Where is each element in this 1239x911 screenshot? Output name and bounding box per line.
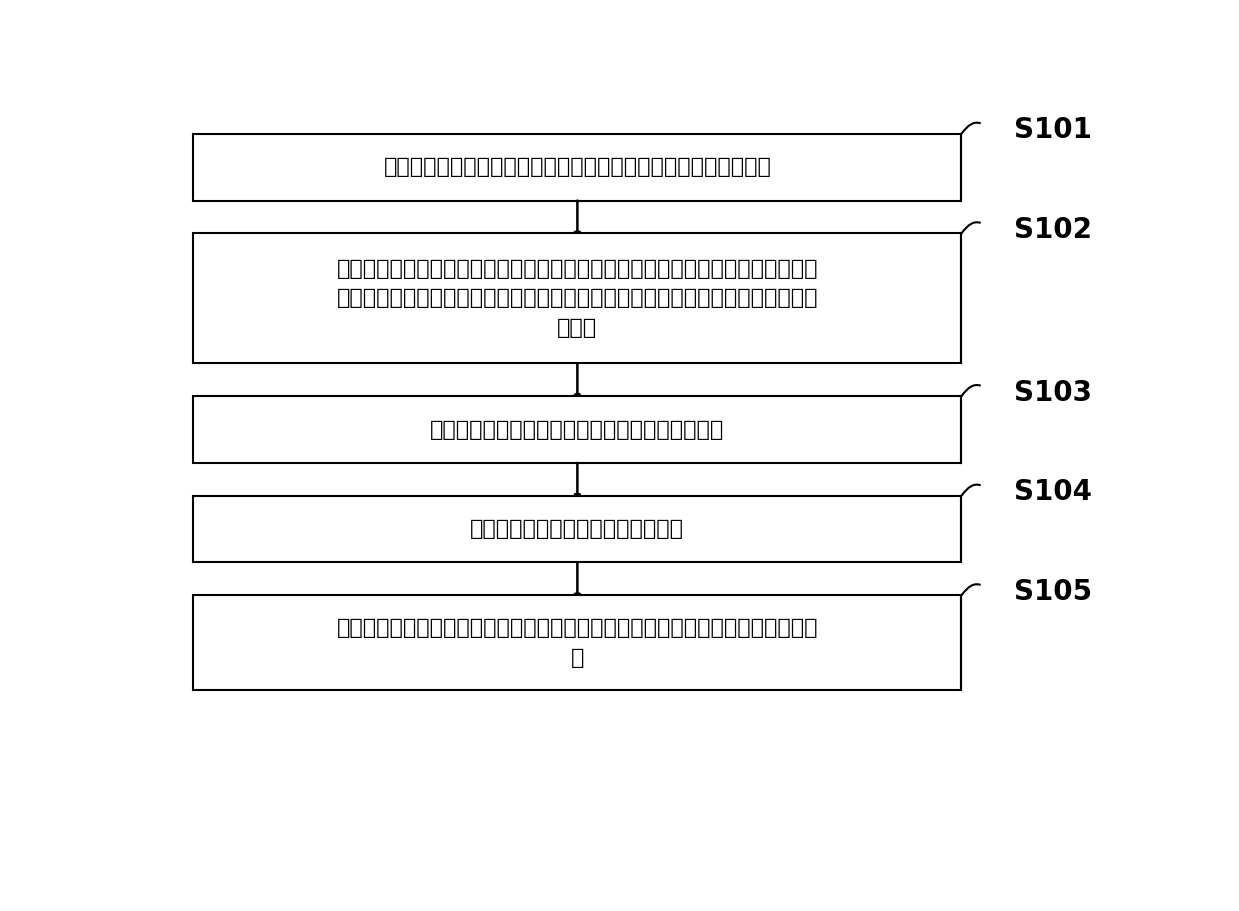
Text: 量化人为影响因素对土壤风蚀的作用: 量化人为影响因素对土壤风蚀的作用 xyxy=(471,519,684,539)
Text: 对植被对风蚀的抑制作用和地表破坏后的放大作用线性分离，改进传统风蚀比率与
被覆盖率之间的数学表达式；最后给出瞬时植被覆盖率与土壤风蚀比率之间的关系
方程式: 对植被对风蚀的抑制作用和地表破坏后的放大作用线性分离，改进传统风蚀比率与 被覆盖… xyxy=(337,259,818,338)
Bar xyxy=(193,134,961,200)
Text: 对风蚀方程进行积分，并根据风速概率分布特征，进行简化，给出年风蚀量计算公
式: 对风蚀方程进行积分，并根据风速概率分布特征，进行简化，给出年风蚀量计算公 式 xyxy=(337,618,818,668)
Text: S105: S105 xyxy=(1015,578,1093,606)
Bar xyxy=(193,396,961,463)
Bar xyxy=(193,496,961,562)
Bar xyxy=(193,233,961,363)
Bar xyxy=(193,596,961,691)
Text: S101: S101 xyxy=(1015,117,1092,144)
Text: S103: S103 xyxy=(1015,379,1093,406)
Text: 考虑可土壤中的可风蚀成分，对土壤风蚀方程修正: 考虑可土壤中的可风蚀成分，对土壤风蚀方程修正 xyxy=(430,420,725,439)
Text: S102: S102 xyxy=(1015,216,1093,244)
Text: 根据风洞实验结果，建立风蚀率与风速、地表破坏率的关系方程式: 根据风洞实验结果，建立风蚀率与风速、地表破坏率的关系方程式 xyxy=(383,158,772,178)
Text: S104: S104 xyxy=(1015,478,1093,507)
